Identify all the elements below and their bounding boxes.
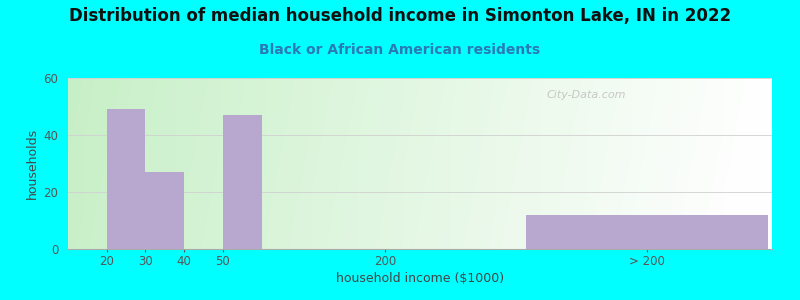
X-axis label: household income ($1000): household income ($1000) [336, 272, 504, 285]
Text: City-Data.com: City-Data.com [546, 90, 626, 100]
Bar [146, 172, 184, 249]
Bar [526, 215, 769, 249]
Text: Black or African American residents: Black or African American residents [259, 44, 541, 58]
Y-axis label: households: households [26, 128, 39, 199]
Bar [223, 115, 262, 249]
Text: Distribution of median household income in Simonton Lake, IN in 2022: Distribution of median household income … [69, 8, 731, 26]
Bar [106, 109, 146, 249]
